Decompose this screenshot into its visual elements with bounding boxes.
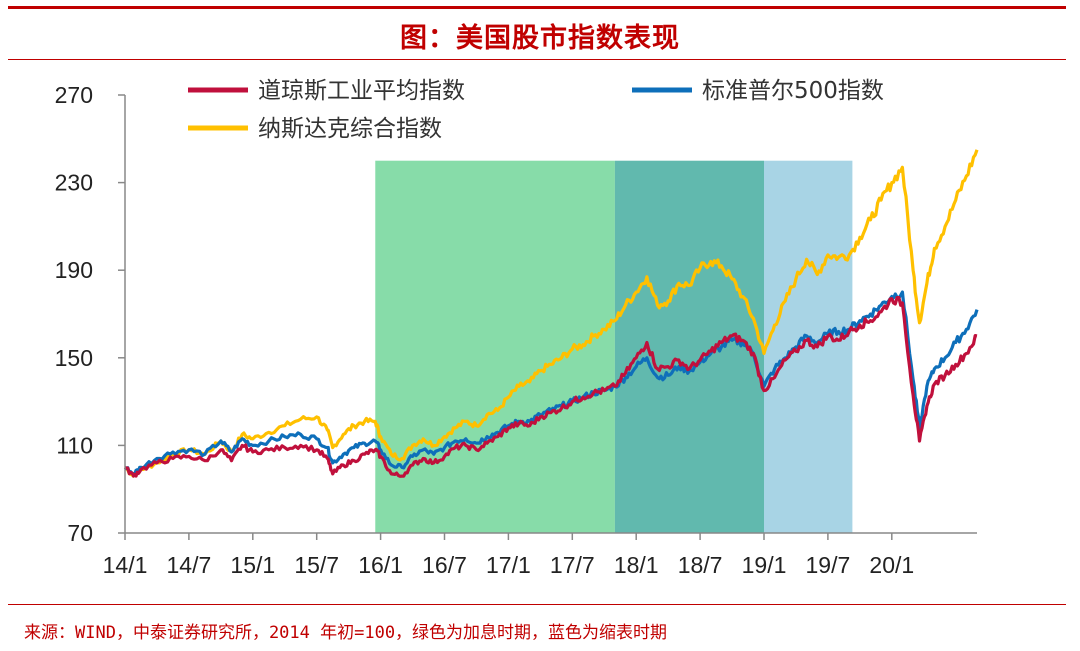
legend-label-2: 纳斯达克综合指数 — [258, 116, 442, 142]
x-tick-label: 19/7 — [806, 552, 851, 578]
x-tick-label: 16/1 — [358, 552, 403, 578]
footer-rule — [8, 604, 1066, 605]
y-tick-label: 110 — [56, 432, 93, 458]
x-axis-ticks: 14/1 14/7 15/1 15/7 16/1 16/7 17/1 17/7 18/1 18/7… — [103, 533, 914, 578]
shaded-region-2 — [764, 160, 853, 533]
x-tick-label: 15/1 — [230, 552, 275, 578]
series-line-2 — [123, 149, 979, 478]
x-tick-label: 15/7 — [294, 552, 339, 578]
y-tick-label: 70 — [67, 520, 93, 546]
y-tick-label: 270 — [55, 82, 93, 108]
x-tick-label: 18/7 — [678, 552, 723, 578]
y-tick-label: 150 — [55, 345, 93, 371]
source-note: 来源：WIND，中泰证券研究所，2014 年初=100，绿色为加息时期，蓝色为缩… — [24, 623, 668, 643]
y-tick-label: 190 — [55, 257, 93, 283]
x-tick-label: 19/1 — [742, 552, 787, 578]
series-lines — [123, 149, 979, 478]
shaded-region-1 — [614, 160, 764, 533]
x-tick-label: 20/1 — [869, 552, 914, 578]
axes — [124, 95, 977, 534]
top-rule — [8, 6, 1066, 9]
x-tick-label: 17/7 — [550, 552, 595, 578]
x-tick-label: 14/1 — [103, 552, 148, 578]
chart-title: 图：美国股市指数表现 — [400, 23, 680, 54]
x-tick-label: 14/7 — [167, 552, 212, 578]
legend-label-1: 标准普尔500指数 — [702, 78, 884, 104]
x-tick-label: 16/7 — [422, 552, 467, 578]
x-tick-label: 17/1 — [486, 552, 531, 578]
y-tick-label: 230 — [55, 170, 93, 196]
y-axis-ticks: 70 110 150 190 230 270 — [55, 82, 125, 546]
title-rule — [8, 59, 1066, 60]
chart-canvas: 70 110 150 190 230 270 14/1 14/7 15/1 15/7 16/1 16… — [55, 78, 979, 578]
shaded-regions — [375, 160, 853, 533]
x-tick-label: 18/1 — [614, 552, 659, 578]
series-line-0 — [124, 296, 978, 478]
legend-label-0: 道琼斯工业平均指数 — [258, 78, 465, 104]
